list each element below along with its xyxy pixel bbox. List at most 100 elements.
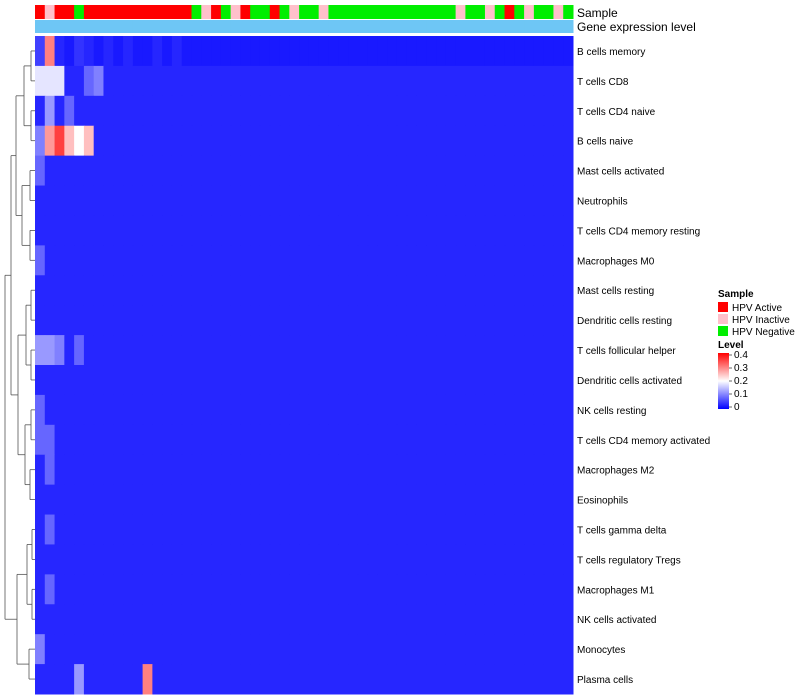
heatmap-cell — [436, 245, 447, 276]
heatmap-cell — [74, 155, 85, 187]
heatmap-cell — [201, 215, 212, 246]
heatmap-cell — [191, 215, 202, 246]
heatmap-cell — [269, 484, 281, 516]
heatmap-cell — [220, 155, 232, 187]
heatmap-cell — [445, 65, 457, 97]
heatmap-cell — [289, 604, 300, 635]
sample-annotation-cell — [132, 5, 144, 19]
heatmap-cell — [348, 125, 359, 157]
heatmap-cell — [162, 36, 173, 67]
heatmap-cell — [436, 305, 447, 336]
heatmap-cell — [348, 305, 359, 336]
heatmap-cell — [74, 634, 85, 665]
heatmap-cell — [465, 604, 476, 635]
heatmap-cell — [269, 664, 281, 695]
heatmap-cell — [211, 484, 222, 516]
heatmap-cell — [318, 155, 329, 187]
heatmap-cell — [250, 245, 261, 276]
heatmap-cell — [123, 664, 134, 695]
heatmap-cell — [299, 65, 310, 97]
heatmap-cell — [524, 215, 535, 246]
heatmap-cell — [416, 454, 427, 486]
heatmap-cell — [445, 215, 457, 246]
heatmap-cell — [436, 514, 447, 545]
heatmap-cell — [152, 185, 163, 216]
heatmap-cell — [113, 365, 124, 396]
heatmap-cell — [103, 544, 114, 575]
sample-annotation-cell — [142, 5, 153, 19]
heatmap-cell — [396, 365, 408, 396]
row-label: B cells naive — [577, 137, 634, 148]
heatmap-cell — [504, 574, 515, 605]
heatmap-cell — [269, 544, 281, 575]
heatmap-cell — [416, 245, 427, 276]
heatmap-cell — [269, 365, 281, 396]
heatmap-cell — [318, 365, 329, 396]
row-label: T cells CD4 memory resting — [577, 226, 700, 237]
heatmap-cell — [494, 454, 506, 486]
heatmap-cell — [367, 305, 378, 336]
heatmap-cell — [396, 484, 408, 516]
heatmap-cell — [563, 574, 574, 605]
heatmap-cell — [181, 185, 193, 216]
heatmap-cell — [201, 574, 212, 605]
heatmap-cell — [406, 155, 417, 187]
heatmap-cell — [123, 305, 134, 336]
heatmap-cell — [191, 125, 202, 157]
heatmap-cell — [406, 634, 417, 665]
heatmap-cell — [328, 514, 339, 545]
heatmap-cell — [543, 275, 554, 306]
heatmap-cell — [152, 65, 163, 97]
heatmap-cell — [357, 514, 369, 545]
heatmap-cell — [377, 634, 388, 665]
heatmap-cell — [103, 514, 114, 545]
heatmap-cell — [396, 245, 408, 276]
heatmap-cell — [211, 185, 222, 216]
heatmap-cell — [524, 245, 535, 276]
heatmap-cell — [162, 664, 173, 695]
heatmap-cell — [308, 185, 320, 216]
heatmap-cell — [357, 125, 369, 157]
heatmap-cell — [162, 424, 173, 456]
heatmap-cell — [338, 335, 349, 366]
heatmap-cell — [387, 95, 398, 127]
heatmap-cell — [396, 65, 408, 97]
heatmap-cell — [514, 335, 525, 366]
heatmap-cell — [113, 424, 124, 456]
heatmap-cell — [465, 245, 476, 276]
heatmap-cell — [563, 305, 574, 336]
heatmap-cell — [64, 574, 75, 605]
heatmap-cell — [171, 365, 183, 396]
row-label: Macrophages M0 — [577, 256, 655, 267]
heatmap-cell — [132, 574, 144, 605]
heatmap-cell — [328, 95, 339, 127]
heatmap-cell — [308, 424, 320, 456]
heatmap-cell — [240, 335, 251, 366]
heatmap-cell — [123, 454, 134, 486]
heatmap-cell — [348, 275, 359, 306]
heatmap-cell — [328, 36, 339, 67]
sample-annotation-cell — [436, 5, 447, 19]
heatmap-cell — [142, 365, 153, 396]
heatmap-cell — [338, 454, 349, 486]
heatmap-cell — [514, 664, 525, 695]
heatmap-cell — [162, 155, 173, 187]
heatmap-cell — [83, 36, 95, 67]
row-label: B cells memory — [577, 47, 645, 58]
heatmap-cell — [377, 365, 388, 396]
heatmap-cell — [201, 454, 212, 486]
heatmap-cell — [348, 365, 359, 396]
heatmap-cell — [230, 454, 241, 486]
heatmap-cell — [35, 36, 46, 67]
heatmap-cell — [416, 125, 427, 157]
heatmap-cell — [142, 514, 153, 545]
heatmap-cell — [436, 215, 447, 246]
heatmap-cell — [201, 155, 212, 187]
heatmap-cell — [93, 335, 104, 366]
heatmap-cell — [426, 664, 437, 695]
heatmap-cell — [533, 215, 545, 246]
heatmap-cell — [367, 185, 378, 216]
heatmap-cell — [338, 215, 349, 246]
heatmap-cell — [132, 335, 144, 366]
heatmap-cell — [445, 185, 457, 216]
